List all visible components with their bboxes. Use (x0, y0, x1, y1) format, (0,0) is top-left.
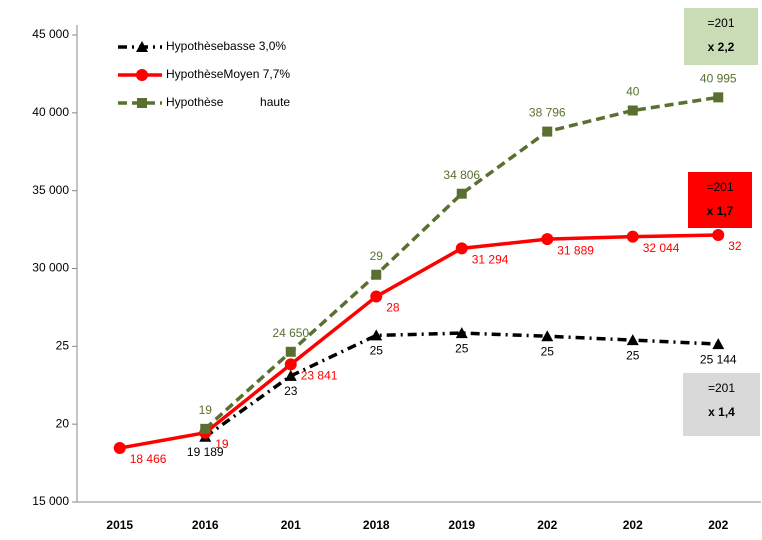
value-label: 19 (199, 403, 213, 417)
annotation-text: =201 (706, 180, 733, 194)
marker (284, 358, 297, 371)
value-label: 34 806 (443, 168, 480, 182)
value-label: 23 (284, 384, 298, 398)
legend-label: Hypothèsebasse 3,0% (166, 39, 286, 53)
value-label: 28 (386, 301, 400, 315)
marker (627, 105, 638, 116)
y-tick-label: 40 000 (32, 105, 69, 119)
marker (285, 346, 296, 357)
x-tick-label: 202 (708, 518, 728, 532)
y-tick-label: 25 (56, 339, 70, 353)
marker (541, 330, 554, 342)
annotation-text: x 1,7 (707, 204, 734, 218)
marker (200, 423, 211, 434)
annotation-text: =201 (707, 16, 734, 30)
marker (626, 230, 639, 243)
y-tick-label: 20 (56, 416, 70, 430)
x-tick-label: 2015 (106, 518, 133, 532)
marker (456, 188, 467, 199)
legend-marker (136, 41, 148, 52)
value-label: 25 (455, 341, 469, 355)
x-tick-label: 201 (281, 518, 301, 532)
annotation-box (683, 373, 760, 436)
value-label: 40 995 (700, 72, 737, 86)
value-label: 25 (541, 344, 555, 358)
y-tick-label: 45 000 (32, 27, 69, 41)
legend-label: HypothèseMoyen 7,7% (166, 67, 290, 81)
series-line (204, 95, 719, 431)
value-label: 32 044 (643, 241, 680, 255)
value-label: 29 (370, 249, 384, 263)
marker (455, 242, 468, 255)
value-label: 40 (626, 85, 640, 99)
y-tick-label: 15 000 (32, 494, 69, 508)
legend-marker (137, 98, 147, 108)
marker (113, 442, 126, 455)
value-label: 38 796 (529, 106, 566, 120)
annotation-box (688, 172, 752, 228)
annotation-text: x 1,4 (708, 405, 735, 419)
value-label: 19 (215, 437, 229, 451)
x-tick-label: 2018 (363, 518, 390, 532)
marker (455, 327, 468, 339)
series-line (119, 233, 719, 450)
marker (284, 369, 297, 381)
y-tick-label: 30 000 (32, 261, 69, 275)
annotation-text: =201 (708, 381, 735, 395)
marker (542, 126, 553, 137)
y-tick-label: 35 000 (32, 183, 69, 197)
value-label: 25 (370, 344, 384, 358)
annotation-box (684, 8, 758, 65)
value-label: 25 144 (700, 352, 737, 366)
annotation-text: x 2,2 (708, 40, 735, 54)
marker (370, 329, 383, 341)
value-label: 31 294 (472, 253, 509, 267)
marker (713, 92, 724, 103)
marker (541, 233, 554, 246)
legend-marker (136, 69, 148, 81)
x-tick-label: 202 (537, 518, 557, 532)
marker (712, 338, 725, 350)
marker (371, 269, 382, 280)
value-label: 18 466 (130, 452, 167, 466)
value-label: 19 189 (187, 445, 224, 459)
x-tick-label: 2016 (192, 518, 219, 532)
x-tick-label: 202 (623, 518, 643, 532)
marker (370, 290, 383, 303)
value-label: 24 650 (272, 326, 309, 340)
marker (712, 229, 725, 242)
value-label: 32 (728, 239, 742, 253)
value-label: 31 889 (557, 243, 594, 257)
marker (626, 334, 639, 346)
value-label: 25 (626, 348, 640, 362)
x-tick-label: 2019 (448, 518, 475, 532)
legend-label: Hypothèse haute (166, 95, 290, 109)
value-label: 23 841 (301, 369, 338, 383)
